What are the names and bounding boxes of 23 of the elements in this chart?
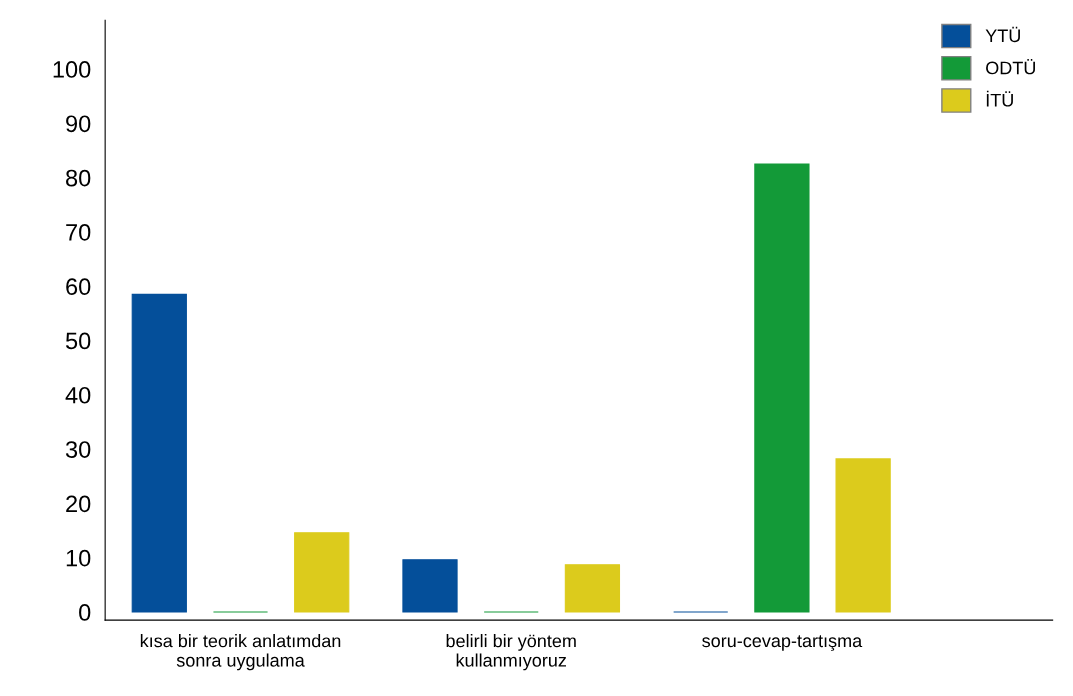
- x-tick-label: soru-cevap-tartışma: [702, 635, 863, 651]
- y-tick-label: 0: [79, 604, 91, 621]
- bar: [131, 293, 187, 613]
- legend-label: YTÜ: [985, 26, 1020, 43]
- legend-label: ODTÜ: [986, 59, 1035, 75]
- bar: [402, 559, 458, 613]
- y-tick-label: 50: [65, 332, 91, 350]
- y-tick-label: 60: [66, 278, 91, 296]
- y-tick-label: 90: [66, 115, 91, 133]
- y-tick-label: 40: [65, 386, 91, 404]
- bar: [564, 564, 621, 613]
- y-tick-label: 20: [66, 495, 91, 513]
- bar: [754, 163, 810, 613]
- x-tick-label: kısa bir teorik anlatımdan sonra uygulama: [140, 634, 341, 671]
- y-tick-label: 80: [66, 169, 91, 187]
- bar: [835, 458, 891, 613]
- y-tick-label: 10: [66, 549, 91, 567]
- bar: [294, 532, 350, 613]
- y-tick-label: 100: [53, 61, 91, 78]
- legend-label: İTÜ: [986, 90, 1013, 107]
- x-tick-label: belirli bir yöntem kullanmıyoruz: [446, 634, 576, 671]
- y-tick-label: 70: [66, 224, 91, 241]
- y-tick-label: 30: [65, 441, 91, 458]
